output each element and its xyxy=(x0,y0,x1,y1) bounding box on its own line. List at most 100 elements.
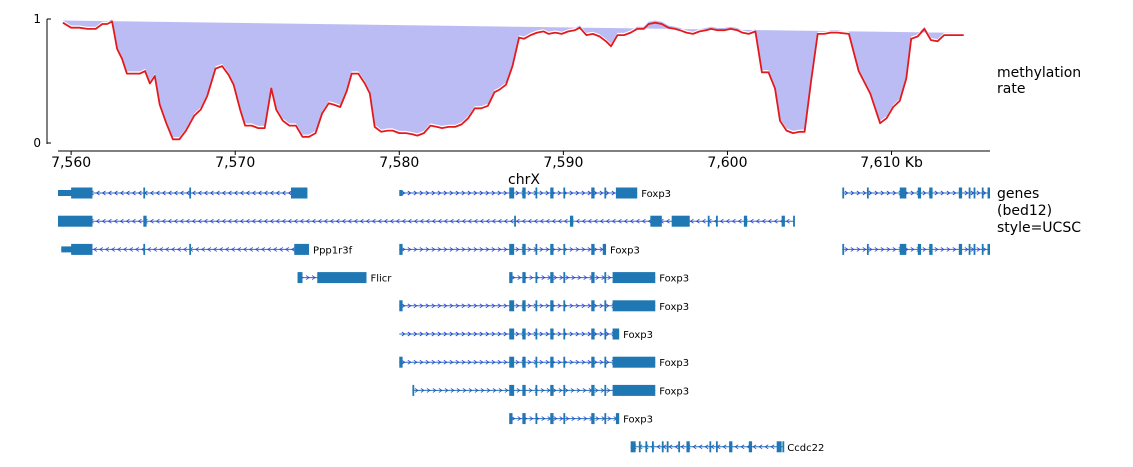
gene-exon xyxy=(748,441,753,453)
gene-exon xyxy=(509,328,515,340)
gene-exon xyxy=(917,187,922,199)
gene-transcript xyxy=(842,187,990,199)
gene-exon xyxy=(638,441,641,453)
gene-transcript: Foxp3 xyxy=(399,300,689,313)
y-tick-label-1: 1 xyxy=(33,12,41,26)
gene-exon xyxy=(591,356,595,368)
gene-exon xyxy=(550,187,554,199)
gene-exon xyxy=(550,413,554,425)
gene-exon xyxy=(666,441,669,453)
gene-transcript: Flicr xyxy=(297,272,392,285)
gene-transcript: Foxp3 xyxy=(399,328,653,341)
gene-name-label: Flicr xyxy=(370,274,392,285)
gene-exon xyxy=(615,187,638,199)
gene-exon xyxy=(729,441,733,453)
gene-exon xyxy=(317,272,367,284)
gene-exon xyxy=(987,243,990,255)
gene-exon xyxy=(715,441,718,453)
gene-exon xyxy=(604,356,607,368)
gene-exon xyxy=(143,215,147,227)
gene-exon xyxy=(550,356,554,368)
x-tick-label: 7,610 Kb xyxy=(860,155,923,171)
gene-exon xyxy=(535,272,538,284)
gene-transcript: Foxp3 xyxy=(509,272,689,285)
gene-exon xyxy=(612,328,620,340)
gene-exon xyxy=(509,384,515,396)
gene-exon xyxy=(707,215,710,227)
gene-exon xyxy=(535,243,538,255)
x-tick-label: 7,560 xyxy=(51,155,91,171)
gene-exon xyxy=(630,441,636,453)
gene-exon xyxy=(563,328,566,340)
gene-exon xyxy=(514,215,516,227)
gene-exon xyxy=(604,384,607,396)
gene-exon xyxy=(58,190,83,196)
genomic-x-axis: 7,560 7,570 7,580 7,590 7,600 7,610 Kb chrX xyxy=(51,150,990,188)
gene-exon xyxy=(615,413,620,425)
gene-name-label: Ccdc22 xyxy=(787,443,824,454)
gene-exon xyxy=(709,441,712,453)
x-tick-label: 7,580 xyxy=(379,155,419,171)
gene-transcript: Foxp3 xyxy=(399,187,671,200)
x-ticks: 7,560 7,570 7,580 7,590 7,600 7,610 Kb xyxy=(51,151,923,171)
gene-exon xyxy=(563,384,566,396)
x-tick-label: 7,570 xyxy=(215,155,255,171)
gene-exon xyxy=(715,215,718,227)
gene-exon xyxy=(968,187,971,199)
gene-exon xyxy=(294,243,310,255)
gene-exon xyxy=(569,215,574,227)
gene-exon xyxy=(563,187,566,199)
gene-exon xyxy=(591,300,595,312)
gene-name-label: Foxp3 xyxy=(659,358,689,369)
gene-exon xyxy=(522,384,526,396)
gene-exon xyxy=(550,272,554,284)
gene-exon xyxy=(651,441,654,453)
gene-exon xyxy=(550,328,554,340)
gene-exon xyxy=(143,243,146,255)
gene-exon xyxy=(509,356,515,368)
gene-exon xyxy=(522,272,526,284)
gene-transcript: Ppp1r3f xyxy=(61,243,353,256)
gene-exon xyxy=(781,215,785,227)
gene-exon xyxy=(535,384,538,396)
gene-name-label: Foxp3 xyxy=(610,245,640,256)
gene-exon xyxy=(522,356,526,368)
gene-exon xyxy=(550,300,554,312)
gene-exon xyxy=(591,187,595,199)
gene-exon xyxy=(973,187,976,199)
gene-exon xyxy=(604,300,607,312)
gene-exon xyxy=(678,441,681,453)
gene-exon xyxy=(604,187,607,199)
gene-exon xyxy=(563,272,566,284)
methylation-panel: 1 0 methylation rate xyxy=(33,12,1081,150)
gene-exon xyxy=(866,187,869,199)
gene-exon xyxy=(591,413,595,425)
gene-exon xyxy=(793,215,795,227)
x-tick-label: 7,590 xyxy=(543,155,583,171)
gene-exon xyxy=(535,356,538,368)
gene-exon xyxy=(604,328,607,340)
gene-exon xyxy=(917,243,922,255)
gene-exon xyxy=(591,328,595,340)
gene-exon xyxy=(776,441,782,453)
gene-exon xyxy=(842,243,845,255)
gene-transcript: Foxp3 xyxy=(509,413,653,426)
gene-name-label: Foxp3 xyxy=(659,274,689,285)
gene-exon xyxy=(671,215,690,227)
gene-exon xyxy=(645,441,648,453)
gene-name-label: Foxp3 xyxy=(623,330,653,341)
gene-exon xyxy=(522,187,526,199)
genes-track-label-line2: (bed12) xyxy=(997,203,1052,219)
gene-exon xyxy=(686,441,690,453)
gene-exon xyxy=(612,272,656,284)
gene-exon xyxy=(602,243,607,255)
gene-transcript: Foxp3 xyxy=(412,384,689,397)
gene-exon xyxy=(612,384,656,396)
gene-exon xyxy=(143,187,146,199)
methylation-track-label-line1: methylation xyxy=(997,65,1081,81)
gene-exon xyxy=(604,272,607,284)
gene-exon xyxy=(743,215,748,227)
gene-name-label: Foxp3 xyxy=(641,189,671,200)
gene-name-label: Foxp3 xyxy=(659,386,689,397)
